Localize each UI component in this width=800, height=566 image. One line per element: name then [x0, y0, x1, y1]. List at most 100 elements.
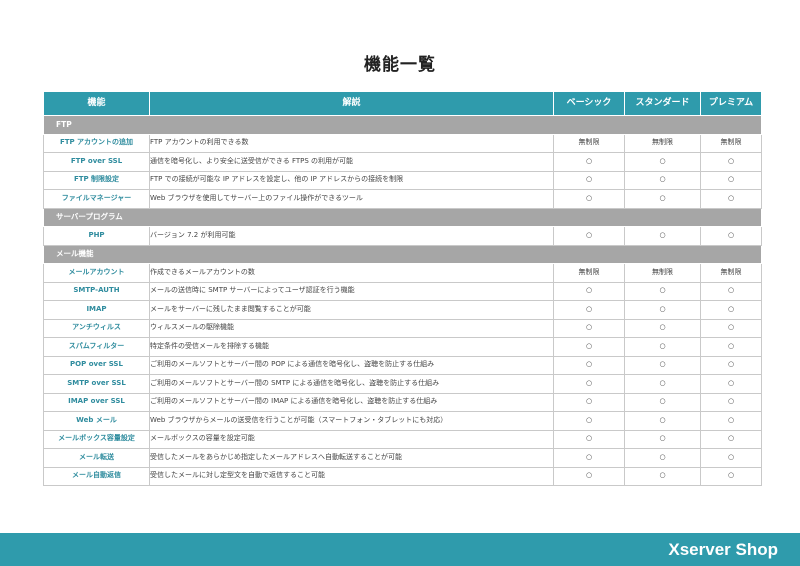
feature-description: 通信を暗号化し、より安全に送受信ができる FTPS の利用が可能 — [149, 152, 554, 172]
table-row: メール転送 受信したメールをあらかじめ指定したメールアドレスへ自動転送することが可… — [43, 448, 762, 468]
feature-name: IMAP over SSL — [43, 392, 150, 412]
standard-value: 無制限 — [624, 133, 701, 153]
table-row: FTP アカウントの追加 FTP アカウントの利用できる数 無制限 無制限 無制限 — [43, 133, 762, 153]
premium-value: ○ — [700, 355, 762, 375]
standard-value: ○ — [624, 374, 701, 394]
standard-value: ○ — [624, 355, 701, 375]
feature-name: メールアカウント — [43, 263, 150, 283]
basic-value: ○ — [553, 170, 625, 190]
basic-value: ○ — [553, 411, 625, 431]
feature-description: Web ブラウザからメールの送受信を行うことが可能（スマートフォン・タブレットに… — [149, 411, 554, 431]
feature-name: メールボックス容量設定 — [43, 429, 150, 449]
basic-value: ○ — [553, 448, 625, 468]
premium-value: ○ — [700, 411, 762, 431]
table-row: SMTP over SSL ご利用のメールソフトとサーバー間の SMTP による通… — [43, 374, 762, 394]
premium-value: 無制限 — [700, 133, 762, 153]
feature-description: ご利用のメールソフトとサーバー間の POP による通信を暗号化し、盗聴を防止する… — [149, 355, 554, 375]
section-label: FTP — [43, 115, 762, 135]
footer-logo: Xserver Shop — [668, 540, 778, 559]
basic-value: ○ — [553, 355, 625, 375]
feature-name: FTP over SSL — [43, 152, 150, 172]
feature-table: 機能 解説 ベーシック スタンダード プレミアム FTP FTP アカウントの追加… — [43, 91, 762, 486]
feature-description: メールの送信時に SMTP サーバーによってユーザ認証を行う機能 — [149, 281, 554, 301]
feature-name: POP over SSL — [43, 355, 150, 375]
table-row: アンチウィルス ウィルスメールの駆除機能 ○ ○ ○ — [43, 318, 762, 338]
standard-value: ○ — [624, 466, 701, 486]
section-row: サーバープログラム — [43, 207, 762, 227]
table-row: IMAP over SSL ご利用のメールソフトとサーバー間の IMAP による通… — [43, 392, 762, 412]
premium-value: ○ — [700, 448, 762, 468]
premium-value: ○ — [700, 170, 762, 190]
table-row: POP over SSL ご利用のメールソフトとサーバー間の POP による通信を… — [43, 355, 762, 375]
feature-name: FTP アカウントの追加 — [43, 133, 150, 153]
feature-description: FTP での接続が可能な IP アドレスを設定し、他の IP アドレスからの接続… — [149, 170, 554, 190]
standard-value: ○ — [624, 300, 701, 320]
feature-name: IMAP — [43, 300, 150, 320]
basic-value: ○ — [553, 300, 625, 320]
premium-value: ○ — [700, 337, 762, 357]
table-row: メールボックス容量設定 メールボックスの容量を設定可能 ○ ○ ○ — [43, 429, 762, 449]
table-header-row: 機能 解説 ベーシック スタンダード プレミアム — [43, 91, 762, 116]
section-row: FTP — [43, 115, 762, 135]
feature-description: FTP アカウントの利用できる数 — [149, 133, 554, 153]
basic-value: 無制限 — [553, 263, 625, 283]
premium-value: ○ — [700, 189, 762, 209]
table-row: メール自動返信 受信したメールに対し定型文を自動で返信すること可能 ○ ○ ○ — [43, 466, 762, 486]
page-title: 機能一覧 — [364, 55, 436, 75]
basic-value: 無制限 — [553, 133, 625, 153]
basic-value: ○ — [553, 226, 625, 246]
standard-value: ○ — [624, 337, 701, 357]
basic-value: ○ — [553, 337, 625, 357]
basic-value: ○ — [553, 374, 625, 394]
feature-name: PHP — [43, 226, 150, 246]
standard-value: ○ — [624, 189, 701, 209]
premium-value: ○ — [700, 318, 762, 338]
footer-bar: Xserver Shop — [0, 533, 800, 566]
premium-value: ○ — [700, 429, 762, 449]
feature-name: SMTP over SSL — [43, 374, 150, 394]
feature-description: バージョン 7.2 が利用可能 — [149, 226, 554, 246]
feature-description: ご利用のメールソフトとサーバー間の IMAP による通信を暗号化し、盗聴を防止す… — [149, 392, 554, 412]
standard-value: ○ — [624, 392, 701, 412]
basic-value: ○ — [553, 392, 625, 412]
standard-value: ○ — [624, 281, 701, 301]
table-row: FTP 制限設定 FTP での接続が可能な IP アドレスを設定し、他の IP ア… — [43, 170, 762, 190]
section-label: メール機能 — [43, 244, 762, 264]
standard-value: ○ — [624, 448, 701, 468]
table-row: PHP バージョン 7.2 が利用可能 ○ ○ ○ — [43, 226, 762, 246]
premium-value: ○ — [700, 226, 762, 246]
feature-description: Web ブラウザを使用してサーバー上のファイル操作ができるツール — [149, 189, 554, 209]
header-basic: ベーシック — [553, 91, 625, 116]
basic-value: ○ — [553, 318, 625, 338]
feature-description: メールボックスの容量を設定可能 — [149, 429, 554, 449]
basic-value: ○ — [553, 152, 625, 172]
table-row: SMTP-AUTH メールの送信時に SMTP サーバーによってユーザ認証を行う機… — [43, 281, 762, 301]
feature-description: ご利用のメールソフトとサーバー間の SMTP による通信を暗号化し、盗聴を防止す… — [149, 374, 554, 394]
feature-name: メール自動返信 — [43, 466, 150, 486]
table-row: スパムフィルター 特定条件の受信メールを排除する機能 ○ ○ ○ — [43, 337, 762, 357]
table-row: Web メール Web ブラウザからメールの送受信を行うことが可能（スマートフォン… — [43, 411, 762, 431]
table-row: FTP over SSL 通信を暗号化し、より安全に送受信ができる FTPS の利… — [43, 152, 762, 172]
table-row: ファイルマネージャー Web ブラウザを使用してサーバー上のファイル操作ができるツ… — [43, 189, 762, 209]
standard-value: ○ — [624, 411, 701, 431]
premium-value: ○ — [700, 281, 762, 301]
feature-description: 作成できるメールアカウントの数 — [149, 263, 554, 283]
premium-value: ○ — [700, 374, 762, 394]
table-body: FTP FTP アカウントの追加 FTP アカウントの利用できる数 無制限 無制限 無制限… — [43, 115, 762, 486]
feature-name: FTP 制限設定 — [43, 170, 150, 190]
feature-description: 受信したメールをあらかじめ指定したメールアドレスへ自動転送することが可能 — [149, 448, 554, 468]
table-row: IMAP メールをサーバーに残したまま閲覧することが可能 ○ ○ ○ — [43, 300, 762, 320]
feature-description: 受信したメールに対し定型文を自動で返信すること可能 — [149, 466, 554, 486]
standard-value: ○ — [624, 226, 701, 246]
feature-name: SMTP-AUTH — [43, 281, 150, 301]
premium-value: ○ — [700, 300, 762, 320]
feature-name: メール転送 — [43, 448, 150, 468]
table-row: メールアカウント 作成できるメールアカウントの数 無制限 無制限 無制限 — [43, 263, 762, 283]
standard-value: ○ — [624, 152, 701, 172]
basic-value: ○ — [553, 189, 625, 209]
premium-value: 無制限 — [700, 263, 762, 283]
feature-description: ウィルスメールの駆除機能 — [149, 318, 554, 338]
header-feature: 機能 — [43, 91, 150, 116]
standard-value: 無制限 — [624, 263, 701, 283]
standard-value: ○ — [624, 429, 701, 449]
